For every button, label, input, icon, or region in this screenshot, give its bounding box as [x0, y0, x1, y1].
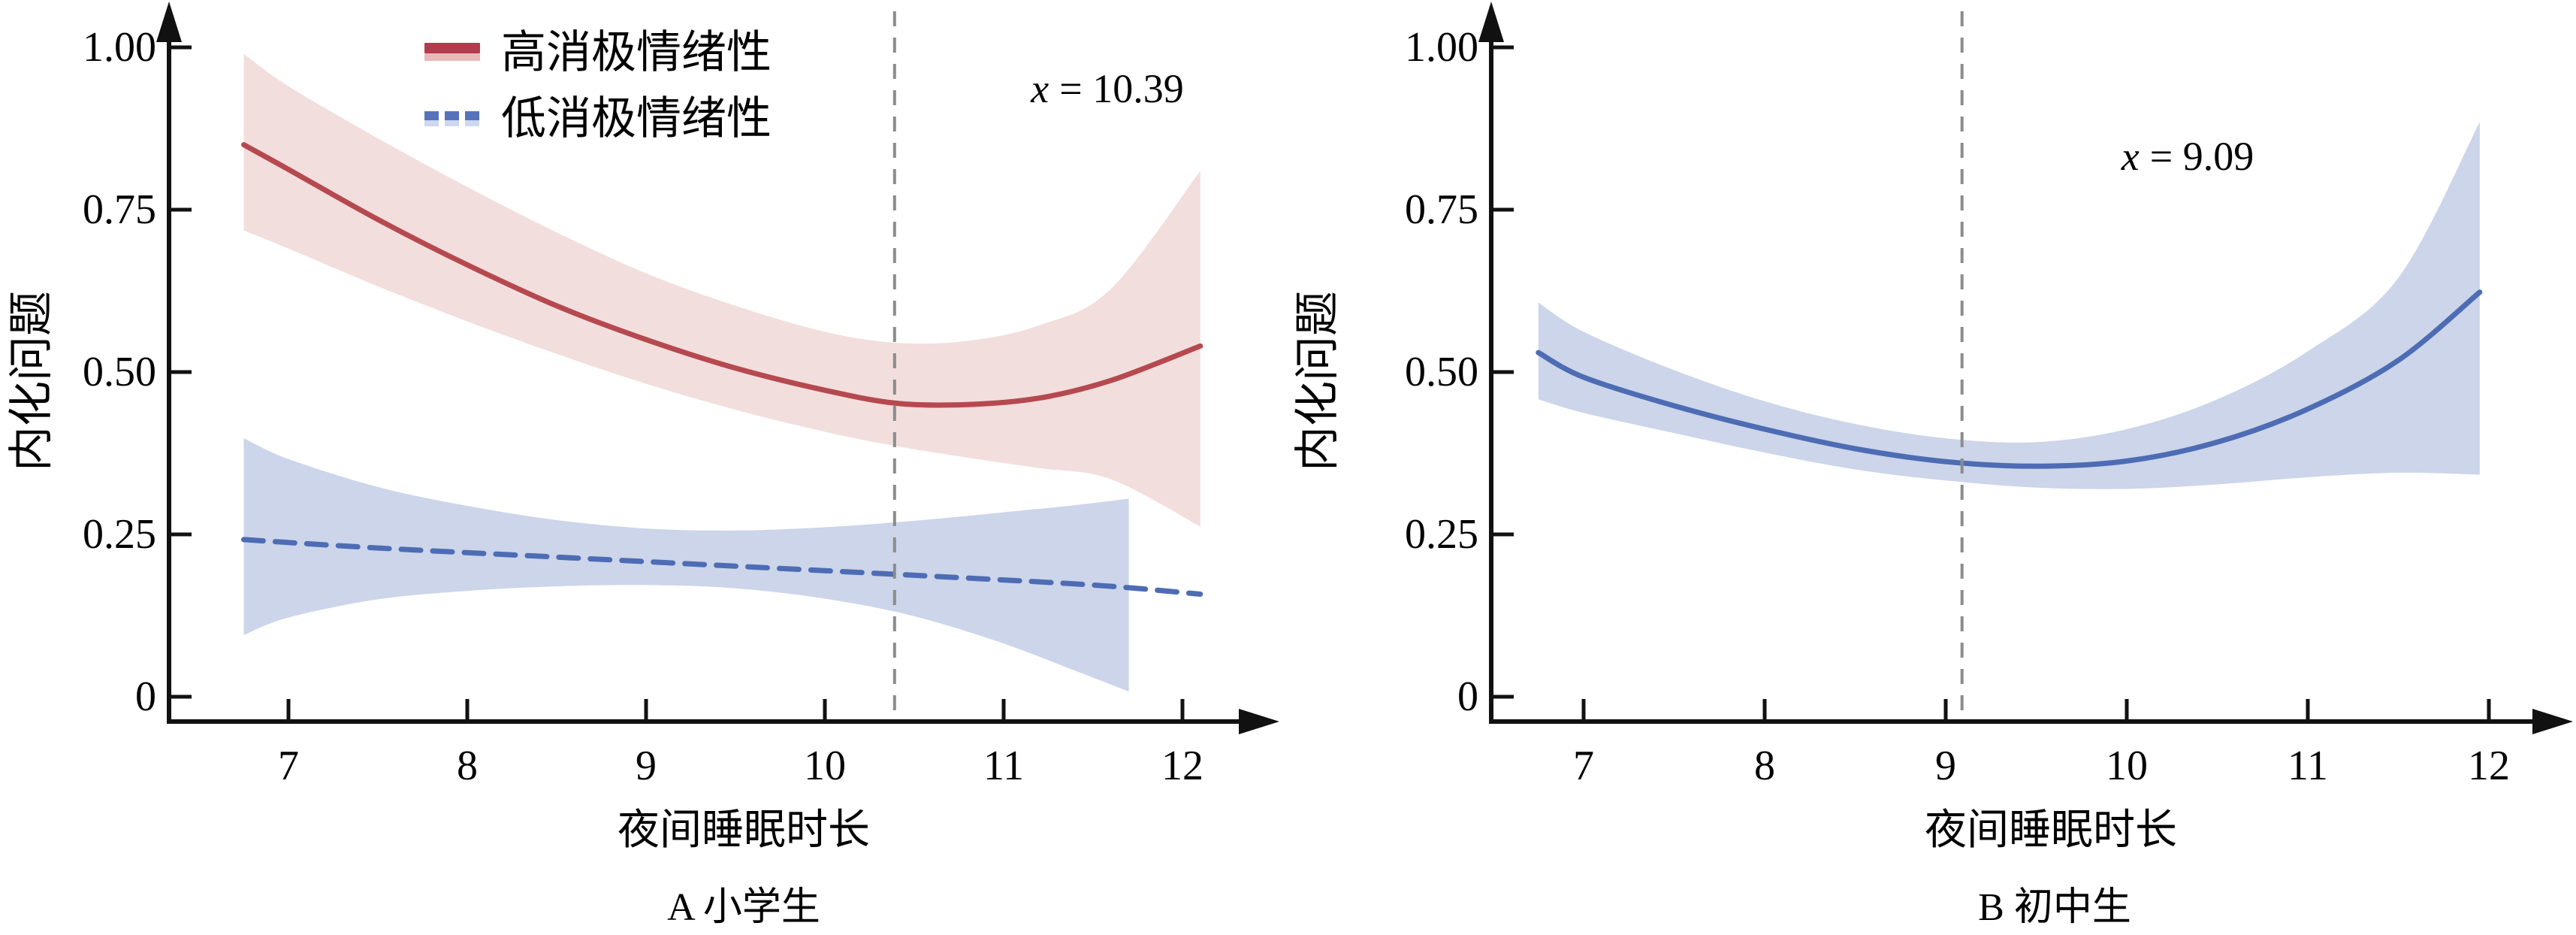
legend-label-high: 高消极情绪性: [501, 28, 772, 77]
confidence-band-a-0: [243, 53, 1200, 527]
confidence-band-b-0: [1538, 122, 2480, 489]
x-tick-label: 11: [983, 743, 1024, 789]
solid-line-swatch-icon: [424, 43, 480, 62]
annotation-a-value: = 10.39: [1059, 66, 1184, 111]
x-tick-label: 7: [278, 743, 299, 789]
y-tick-label: 0.25: [83, 511, 156, 558]
legend-item-high-negative-emotionality: 高消极情绪性: [424, 21, 772, 84]
x-tick-label: 7: [1573, 743, 1594, 789]
legend-item-low-negative-emotionality: 低消极情绪性: [424, 87, 772, 150]
y-axis-title-b: 内化问题: [1293, 291, 1342, 471]
y-tick-label: 0.25: [1405, 511, 1478, 558]
annotation-threshold-a: x = 10.39: [965, 65, 1250, 113]
x-axis-arrow-icon: [1239, 709, 1279, 734]
x-tick-label: 10: [2106, 743, 2148, 789]
x-tick-label: 8: [457, 743, 478, 789]
y-tick-label: 0.50: [83, 349, 156, 395]
x-axis-arrow-icon: [2532, 709, 2573, 734]
y-tick-label: 0.50: [1405, 349, 1478, 395]
y-tick-label: 0: [1457, 673, 1478, 720]
x-tick-label: 11: [2288, 743, 2328, 789]
y-axis-arrow-icon: [1478, 2, 1504, 42]
x-axis-title-b: 夜间睡眠时长: [1925, 807, 2177, 854]
x-tick-label: 9: [636, 743, 657, 789]
x-axis-title-a: 夜间睡眠时长: [618, 807, 870, 854]
annotation-a-variable: x: [1031, 66, 1049, 111]
annotation-b-variable: x: [2121, 134, 2140, 179]
x-tick-label: 12: [1161, 743, 1203, 789]
legend-label-low: 低消极情绪性: [501, 94, 772, 144]
caption-panel-a: A 小学生: [667, 886, 820, 929]
x-tick-label: 9: [1935, 743, 1956, 789]
caption-panel-b: B 初中生: [1978, 886, 2131, 929]
x-tick-label: 12: [2468, 743, 2510, 789]
series-line-b-0: [1536, 289, 2483, 469]
y-tick-label: 0.75: [1405, 186, 1478, 233]
series-line-a-0: [241, 142, 1203, 408]
y-tick-label: 0: [135, 673, 156, 720]
x-tick-label: 10: [804, 743, 846, 789]
dashed-line-swatch-icon: [424, 110, 480, 128]
annotation-threshold-b: x = 9.09: [2045, 132, 2330, 180]
y-axis-arrow-icon: [156, 2, 182, 42]
y-tick-label: 1.00: [83, 24, 156, 71]
y-tick-label: 0.75: [83, 186, 156, 233]
annotation-b-value: = 9.09: [2149, 134, 2254, 179]
x-tick-label: 8: [1754, 743, 1775, 789]
y-tick-label: 1.00: [1405, 24, 1478, 71]
series-line-a-1: [241, 537, 1203, 597]
